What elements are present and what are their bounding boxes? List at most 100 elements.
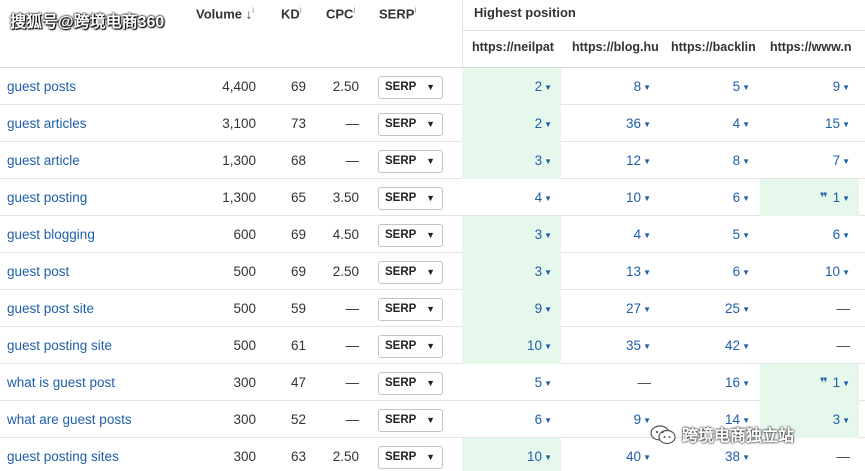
- kd-value: 61: [290, 338, 306, 353]
- position-cell[interactable]: 10 ▼: [760, 253, 859, 290]
- position-cell[interactable]: 6 ▼: [760, 216, 859, 253]
- position-cell[interactable]: 3 ▼: [462, 253, 561, 290]
- caret-down-icon: ▼: [643, 83, 651, 92]
- serp-button[interactable]: SERP ▼: [378, 409, 443, 432]
- position-value: 4: [633, 227, 642, 242]
- position-cell[interactable]: 40 ▼: [561, 438, 660, 471]
- position-cell[interactable]: 4 ▼: [462, 179, 561, 216]
- caret-down-icon: ▼: [742, 194, 750, 203]
- position-cell[interactable]: 6 ▼: [660, 253, 759, 290]
- kd-column-header[interactable]: KDi: [281, 5, 302, 21]
- cpc-column-header[interactable]: CPCi: [326, 5, 355, 21]
- position-value: 10: [527, 449, 543, 464]
- caret-down-icon: ▼: [544, 157, 552, 166]
- position-cell[interactable]: 2 ▼: [462, 105, 561, 142]
- url-column-header-3[interactable]: https://backlin: [671, 40, 756, 54]
- kd-value: 59: [290, 301, 306, 316]
- url-column-header-4[interactable]: https://www.n: [770, 40, 852, 54]
- position-value: 25: [725, 301, 741, 316]
- position-value: 7: [832, 153, 841, 168]
- keyword-link[interactable]: guest article: [7, 153, 80, 168]
- serp-button[interactable]: SERP ▼: [378, 446, 443, 469]
- keyword-link[interactable]: guest posts: [7, 79, 77, 94]
- position-cell[interactable]: 42 ▼: [660, 327, 759, 364]
- position-cell[interactable]: 25 ▼: [660, 290, 759, 327]
- position-cell[interactable]: 7 ▼: [760, 142, 859, 179]
- caret-down-icon: ▼: [544, 268, 552, 277]
- kd-value: 69: [290, 227, 306, 242]
- position-cell: —: [760, 327, 859, 364]
- position-cell[interactable]: 4 ▼: [660, 105, 759, 142]
- url-column-header-2[interactable]: https://blog.hu: [572, 40, 659, 54]
- position-value: 6: [732, 190, 741, 205]
- serp-button[interactable]: SERP ▼: [378, 372, 443, 395]
- position-cell[interactable]: 4 ▼: [561, 216, 660, 253]
- position-cell[interactable]: 5 ▼: [462, 364, 561, 401]
- position-cell[interactable]: 5 ▼: [660, 68, 759, 105]
- serp-button[interactable]: SERP ▼: [378, 335, 443, 358]
- keyword-link[interactable]: guest blogging: [7, 227, 95, 242]
- position-cell[interactable]: 38 ▼: [660, 438, 759, 471]
- position-cell[interactable]: 2 ▼: [462, 68, 561, 105]
- serp-button[interactable]: SERP ▼: [378, 150, 443, 173]
- position-value: 8: [732, 153, 741, 168]
- position-value: 15: [825, 116, 841, 131]
- keyword-link[interactable]: what is guest post: [7, 375, 116, 390]
- position-cell[interactable]: 3 ▼: [462, 142, 561, 179]
- position-value: 1: [832, 190, 841, 205]
- serp-button-label: SERP: [385, 81, 417, 93]
- volume-column-header[interactable]: Volume ↓i: [196, 5, 254, 21]
- keyword-link[interactable]: guest articles: [7, 116, 87, 131]
- serp-button[interactable]: SERP ▼: [378, 224, 443, 247]
- keyword-link[interactable]: what are guest posts: [7, 412, 132, 427]
- position-cell[interactable]: 15 ▼: [760, 105, 859, 142]
- volume-header-label: Volume: [196, 6, 242, 22]
- position-cell[interactable]: 27 ▼: [561, 290, 660, 327]
- position-cell[interactable]: 35 ▼: [561, 327, 660, 364]
- position-cell[interactable]: 3 ▼: [760, 401, 859, 438]
- keyword-link[interactable]: guest posting sites: [7, 449, 119, 464]
- url-column-header-1[interactable]: https://neilpat: [472, 40, 554, 54]
- keyword-link[interactable]: guest posting: [7, 190, 88, 205]
- position-cell[interactable]: 9 ▼: [561, 401, 660, 438]
- keyword-link[interactable]: guest posting site: [7, 338, 113, 353]
- table-row: guest post 500 69 2.50 SERP ▼ 3 ▼ 13 ▼ 6 ▼ 10 ▼: [0, 253, 865, 290]
- table-row: guest articles 3,100 73— SERP ▼ 2 ▼ 36 ▼ 4 ▼ 15 ▼: [0, 105, 865, 142]
- position-value: —: [836, 449, 851, 464]
- position-cell[interactable]: 8 ▼: [660, 142, 759, 179]
- position-cell[interactable]: 12 ▼: [561, 142, 660, 179]
- position-cell[interactable]: 10 ▼: [561, 179, 660, 216]
- position-cell[interactable]: 16 ▼: [660, 364, 759, 401]
- position-cell[interactable]: 9 ▼: [760, 68, 859, 105]
- serp-button[interactable]: SERP ▼: [378, 187, 443, 210]
- position-cell[interactable]: 36 ▼: [561, 105, 660, 142]
- position-cell[interactable]: 14 ▼: [660, 401, 759, 438]
- column-divider: [462, 0, 463, 68]
- position-cell[interactable]: ❞ 1 ▼: [760, 179, 859, 216]
- position-cell[interactable]: 10 ▼: [462, 327, 561, 364]
- position-cell[interactable]: 13 ▼: [561, 253, 660, 290]
- position-cell[interactable]: 10 ▼: [462, 438, 561, 471]
- caret-down-icon: ▼: [842, 157, 850, 166]
- serp-button[interactable]: SERP ▼: [378, 261, 443, 284]
- position-cell[interactable]: 9 ▼: [462, 290, 561, 327]
- position-value: 10: [527, 338, 543, 353]
- position-cell[interactable]: ❞ 1 ▼: [760, 364, 859, 401]
- caret-down-icon: ▼: [544, 120, 552, 129]
- serp-button[interactable]: SERP ▼: [378, 113, 443, 136]
- position-value: 4: [732, 116, 741, 131]
- serp-button[interactable]: SERP ▼: [378, 298, 443, 321]
- position-cell[interactable]: 6 ▼: [462, 401, 561, 438]
- table-row: guest posting sites 300 63 2.50 SERP ▼ 10 ▼ 40 ▼ 3…: [0, 438, 865, 471]
- keyword-link[interactable]: guest post site: [7, 301, 95, 316]
- serp-button[interactable]: SERP ▼: [378, 76, 443, 99]
- featured-snippet-icon: ❞: [819, 190, 828, 205]
- position-cell[interactable]: 3 ▼: [462, 216, 561, 253]
- position-cell[interactable]: 5 ▼: [660, 216, 759, 253]
- keyword-link[interactable]: guest post: [7, 264, 70, 279]
- position-cell[interactable]: 8 ▼: [561, 68, 660, 105]
- serp-column-header[interactable]: SERPi: [379, 5, 416, 21]
- caret-down-icon: ▼: [643, 231, 651, 240]
- position-cell[interactable]: 6 ▼: [660, 179, 759, 216]
- caret-down-icon: ▼: [842, 194, 850, 203]
